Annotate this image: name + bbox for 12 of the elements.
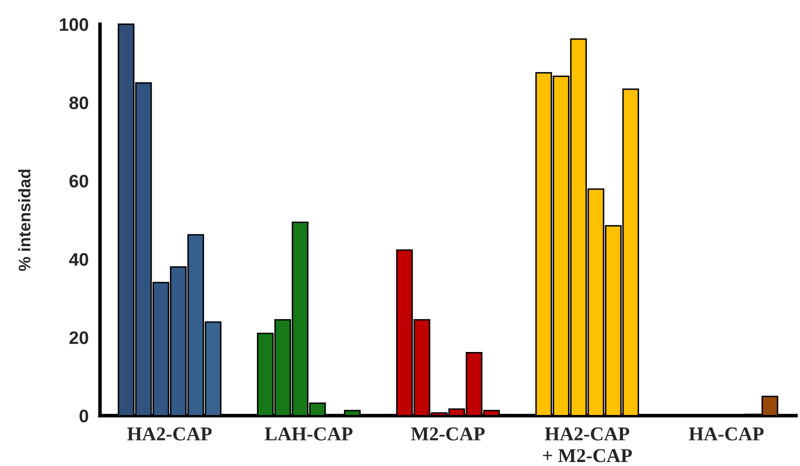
y-axis-title: % intensidad	[18, 170, 30, 271]
y-tick-label: 20	[69, 331, 88, 344]
y-tick-label: 60	[69, 174, 88, 188]
x-tick-label: LAH-CAP	[264, 427, 353, 440]
y-tick-label: 40	[69, 253, 88, 266]
x-tick-label: HA-CAP	[688, 427, 764, 440]
y-tick-label: 100	[60, 18, 88, 31]
x-tick-label: M2-CAP	[411, 427, 485, 440]
x-tick-label: HA2-CAP + M2-CAP	[543, 427, 632, 462]
y-tick-label: 0	[80, 410, 88, 422]
y-tick-label: 80	[69, 96, 88, 110]
x-tick-label: HA2-CAP	[127, 427, 212, 440]
